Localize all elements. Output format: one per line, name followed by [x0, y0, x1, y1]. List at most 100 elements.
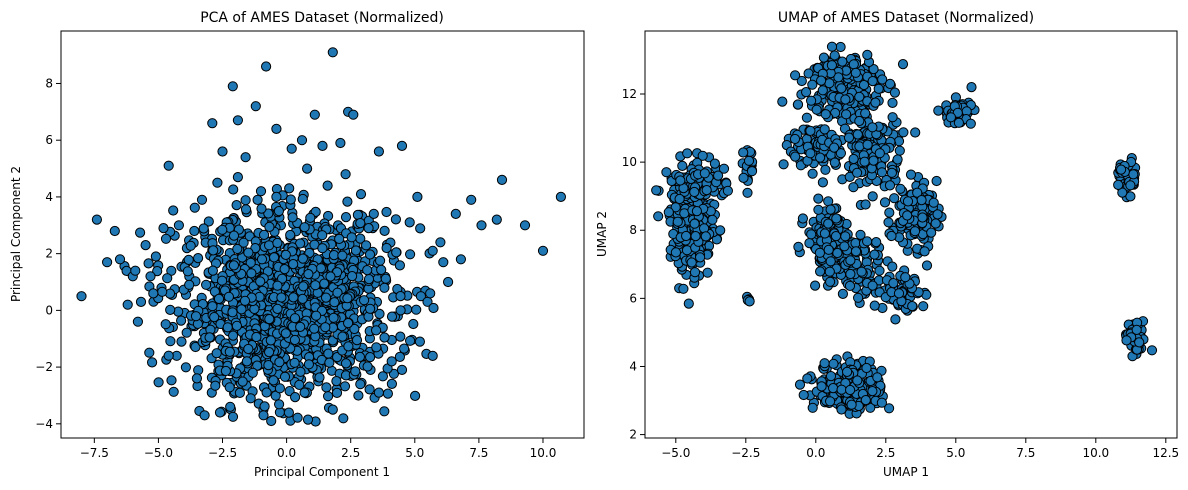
umap-point [1134, 337, 1145, 348]
umap-point [790, 70, 801, 81]
umap-point [825, 396, 836, 407]
umap-point [867, 191, 878, 202]
pca-point [193, 365, 204, 376]
pca-point [327, 47, 338, 58]
umap-point [861, 362, 872, 374]
umap-point [830, 231, 842, 242]
pca-point [114, 254, 126, 265]
pca-point [386, 311, 398, 322]
umap-ytick-label: 10 [622, 155, 637, 169]
pca-point [238, 237, 249, 248]
pca-point [299, 387, 310, 398]
pca-point [325, 271, 336, 282]
pca-point [443, 276, 454, 288]
pca-point [438, 257, 449, 268]
umap-point [816, 381, 827, 392]
umap-point [798, 389, 809, 401]
umap-point [683, 298, 694, 309]
umap-point [921, 260, 933, 271]
umap-point [686, 257, 697, 268]
pca-point [265, 335, 276, 346]
umap-point [811, 104, 822, 115]
umap-point [695, 252, 706, 263]
pca-point [329, 297, 340, 308]
pca-point [165, 304, 176, 315]
umap-point [836, 404, 847, 415]
pca-point [227, 307, 238, 318]
umap-point [926, 227, 937, 238]
pca-point [395, 291, 406, 302]
umap-point [689, 218, 700, 229]
pca-point [272, 237, 283, 249]
umap-title: UMAP of AMES Dataset (Normalized) [778, 10, 1034, 26]
pca-point [537, 245, 549, 256]
pca-point [271, 191, 282, 202]
umap-point [831, 213, 842, 224]
pca-point [157, 286, 168, 297]
umap-point [897, 59, 909, 70]
umap-point [825, 256, 836, 267]
pca-point [380, 273, 391, 284]
pca-point [350, 366, 361, 377]
pca-point [184, 279, 195, 290]
umap-point [855, 229, 866, 240]
pca-point [374, 308, 385, 319]
pca-point [343, 341, 354, 352]
umap-point [796, 75, 807, 87]
pca-point [143, 258, 154, 269]
pca-point [351, 335, 363, 346]
pca-point [355, 218, 366, 229]
pca-point [455, 254, 466, 265]
umap-point [869, 249, 880, 260]
umap-point [887, 112, 898, 123]
umap-point [701, 185, 712, 196]
pca-point [414, 336, 425, 347]
umap-point [848, 182, 859, 193]
pca-point [243, 343, 254, 355]
pca-point [279, 371, 291, 382]
pca-point [272, 303, 283, 314]
umap-point [743, 155, 755, 166]
pca-point [379, 282, 390, 293]
pca-point [277, 273, 288, 284]
pca-point [144, 347, 155, 358]
umap-point [912, 187, 923, 198]
umap-point [874, 265, 885, 276]
pca-point [285, 194, 296, 205]
umap-point [928, 197, 939, 208]
umap-point [1146, 345, 1158, 356]
pca-point [348, 109, 359, 120]
pca-point [396, 364, 408, 375]
pca-point [232, 115, 243, 126]
umap-point [833, 72, 844, 83]
pca-point [240, 152, 251, 163]
pca-xtick-label: −2.5 [208, 446, 237, 460]
umap-point [869, 300, 880, 311]
pca-point [264, 347, 275, 358]
umap-point [722, 185, 734, 196]
pca-point [359, 295, 370, 306]
pca-point [415, 223, 426, 234]
pca-point [208, 245, 219, 256]
umap-point [848, 59, 859, 70]
umap-point [832, 247, 843, 259]
pca-point [391, 247, 402, 258]
pca-point [168, 205, 179, 216]
umap-point [806, 229, 817, 240]
pca-point [228, 184, 239, 195]
pca-point [343, 318, 354, 329]
umap-point [867, 122, 878, 133]
pca-xtick-label: −5.0 [144, 446, 173, 460]
umap-point [877, 74, 888, 85]
pca-point [283, 407, 294, 418]
pca-point [150, 251, 161, 262]
pca-point [371, 342, 382, 353]
pca-point [279, 264, 290, 275]
pca-point [394, 260, 405, 271]
umap-point [801, 112, 813, 123]
umap-ytick-label: 6 [629, 291, 637, 305]
pca-point [190, 341, 201, 353]
umap-point [670, 247, 682, 258]
pca-point [289, 357, 300, 368]
umap-point [742, 187, 753, 198]
